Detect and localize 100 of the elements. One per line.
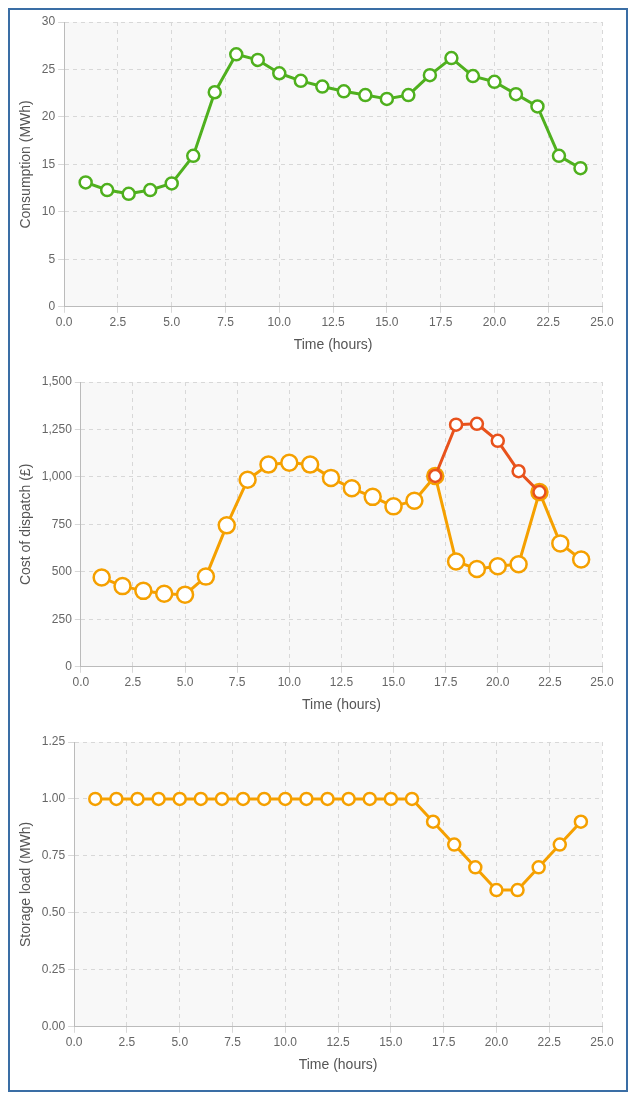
- x-tick-label: 20.0: [486, 675, 510, 690]
- x-tick-label: 15.0: [375, 315, 399, 330]
- y-tick-label: 500: [51, 564, 73, 579]
- x-tick-label: 17.5: [431, 1035, 456, 1050]
- x-tick-label: 10.0: [267, 315, 292, 330]
- point: [99, 182, 115, 198]
- point: [383, 791, 399, 807]
- x-tick-label: 7.5: [217, 315, 235, 330]
- x-tick-label: 22.5: [537, 1035, 562, 1050]
- y-tick-label: 10: [41, 204, 56, 219]
- point: [175, 585, 195, 604]
- point: [362, 791, 377, 807]
- x-tick-label: 17.5: [428, 315, 453, 330]
- point: [341, 791, 356, 807]
- point: [405, 491, 424, 510]
- point: [299, 791, 314, 807]
- point: [78, 175, 93, 190]
- point: [531, 860, 546, 875]
- x-tick-label: 25.0: [590, 315, 614, 330]
- point: [164, 176, 179, 191]
- y-axis-title: Cost of dispatch (£): [17, 463, 34, 586]
- point: [207, 85, 222, 100]
- point: [448, 417, 464, 432]
- point: [259, 455, 278, 474]
- point: [446, 837, 462, 852]
- point: [467, 559, 487, 579]
- x-axis-title: Time (hours): [302, 696, 381, 713]
- point: [151, 791, 166, 807]
- point: [404, 791, 420, 807]
- point: [509, 555, 528, 574]
- x-tick-label: 15.0: [379, 1035, 403, 1050]
- point: [510, 882, 525, 898]
- point: [465, 68, 481, 84]
- point: [293, 73, 309, 89]
- point: [196, 567, 216, 586]
- y-tick-label: 750: [51, 516, 73, 531]
- x-tick-label: 5.0: [171, 1035, 189, 1050]
- point: [193, 791, 209, 807]
- x-tick-label: 7.5: [228, 675, 246, 690]
- x-tick-label: 0.0: [65, 1035, 83, 1050]
- point: [280, 453, 299, 472]
- point: [256, 791, 272, 807]
- point: [530, 99, 545, 114]
- point: [489, 882, 504, 898]
- x-axis-title: Time (hours): [293, 336, 373, 353]
- point: [235, 791, 251, 807]
- x-tick-label: 17.5: [433, 675, 458, 690]
- point: [321, 468, 341, 488]
- x-tick-label: 5.0: [176, 675, 194, 690]
- point: [172, 791, 187, 807]
- point: [320, 791, 335, 807]
- point: [315, 79, 330, 94]
- point: [401, 87, 416, 103]
- point: [300, 455, 320, 474]
- point: [342, 479, 362, 498]
- y-tick-label: 15: [41, 156, 56, 171]
- y-tick-label: 1.25: [41, 734, 66, 749]
- y-tick-label: 1.00: [41, 791, 66, 806]
- y-tick-label: 20: [41, 109, 56, 124]
- point: [142, 182, 158, 198]
- point: [134, 581, 153, 601]
- point: [444, 50, 459, 66]
- point: [336, 84, 352, 99]
- x-axis-title: Time (hours): [298, 1056, 378, 1073]
- point: [121, 186, 136, 202]
- point: [573, 814, 589, 829]
- y-tick-label: 1,000: [41, 469, 73, 484]
- point: [511, 463, 526, 479]
- x-tick-label: 22.5: [538, 675, 562, 690]
- x-tick-label: 15.0: [381, 675, 406, 690]
- point: [508, 86, 524, 102]
- x-tick-label: 25.0: [590, 1035, 614, 1050]
- point: [358, 87, 373, 103]
- y-tick-label: 1,500: [41, 374, 73, 389]
- y-tick-label: 250: [51, 611, 73, 626]
- point: [185, 148, 201, 164]
- y-tick-label: 0: [48, 299, 56, 314]
- point: [446, 552, 466, 571]
- point: [88, 791, 103, 807]
- y-tick-label: 25: [41, 61, 56, 76]
- x-tick-label: 2.5: [124, 675, 142, 690]
- point: [214, 791, 230, 807]
- y-axis-title: Consumption (MWh): [17, 100, 34, 229]
- x-tick-label: 10.0: [273, 1035, 298, 1050]
- point: [113, 576, 132, 596]
- point: [468, 860, 483, 875]
- point: [573, 160, 588, 176]
- y-tick-label: 0.75: [41, 848, 66, 863]
- point: [487, 74, 502, 90]
- point: [425, 814, 441, 829]
- y-tick-label: 0: [65, 659, 73, 674]
- point: [92, 568, 111, 587]
- x-tick-label: 5.0: [163, 315, 181, 330]
- point: [552, 837, 568, 852]
- x-tick-label: 20.0: [484, 1035, 509, 1050]
- point: [363, 487, 382, 507]
- x-tick-label: 25.0: [590, 675, 614, 690]
- x-tick-label: 12.5: [326, 1035, 351, 1050]
- point: [422, 67, 438, 83]
- x-tick-label: 20.0: [482, 315, 507, 330]
